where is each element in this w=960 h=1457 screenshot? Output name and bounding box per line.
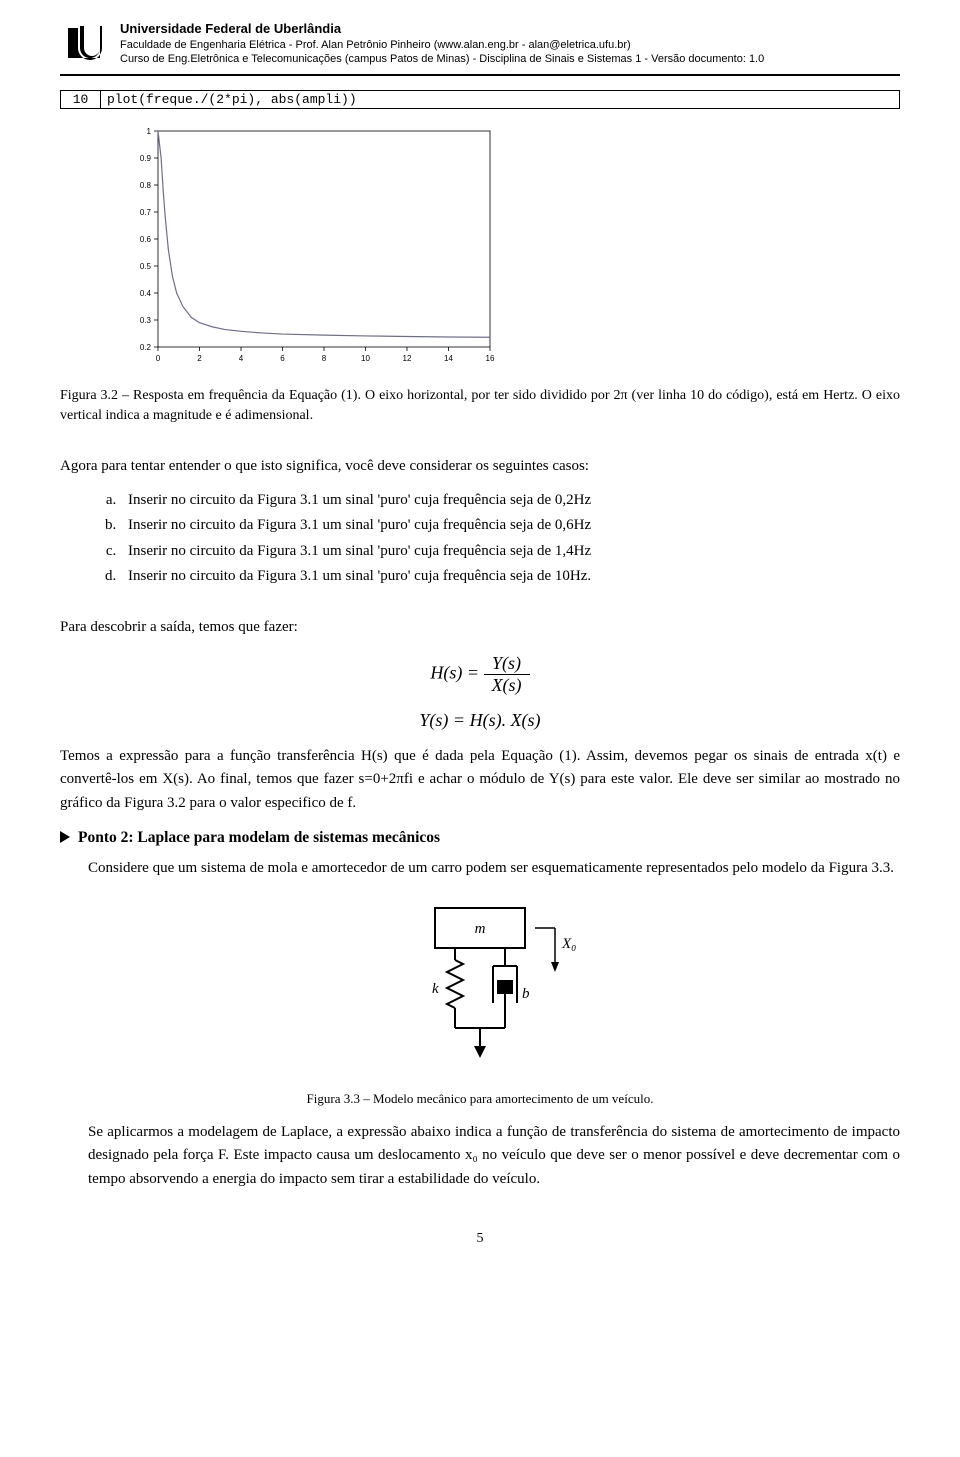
svg-text:4: 4 bbox=[239, 354, 244, 363]
svg-text:2: 2 bbox=[197, 354, 202, 363]
formula-denominator: X(s) bbox=[484, 675, 530, 696]
code-snippet-table: 10 plot(freque./(2*pi), abs(ampli)) bbox=[60, 90, 900, 109]
case-item-d: Inserir no circuito da Figura 3.1 um sin… bbox=[120, 564, 900, 590]
page-header: Universidade Federal de Uberlândia Facul… bbox=[60, 20, 900, 76]
svg-text:0.5: 0.5 bbox=[140, 262, 152, 271]
svg-text:k: k bbox=[432, 981, 439, 997]
cases-intro-paragraph: Agora para tentar entender o que isto si… bbox=[60, 455, 900, 478]
para-temos-expressao: Temos a expressão para a função transfer… bbox=[60, 745, 900, 815]
figure-3-2-chart: 0.20.30.40.50.60.70.80.910246810121416 bbox=[120, 121, 900, 376]
figure-3-3-diagram: m X₀ k b bbox=[60, 898, 900, 1083]
svg-text:0.9: 0.9 bbox=[140, 154, 152, 163]
cases-list: Inserir no circuito da Figura 3.1 um sin… bbox=[60, 488, 900, 590]
svg-text:0.8: 0.8 bbox=[140, 181, 152, 190]
code-line-text: plot(freque./(2*pi), abs(ampli)) bbox=[101, 91, 900, 109]
arrow-bullet-icon bbox=[60, 831, 70, 843]
ponto-2-intro: Considere que um sistema de mola e amort… bbox=[88, 857, 900, 880]
formula-numerator: Y(s) bbox=[484, 653, 530, 675]
svg-text:0.6: 0.6 bbox=[140, 235, 152, 244]
svg-text:0: 0 bbox=[156, 354, 161, 363]
header-line-faculty: Faculdade de Engenharia Elétrica - Prof.… bbox=[120, 38, 764, 53]
svg-text:0.2: 0.2 bbox=[140, 343, 152, 352]
frequency-response-plot: 0.20.30.40.50.60.70.80.910246810121416 bbox=[120, 121, 500, 371]
header-line-course: Curso de Eng.Eletrônica e Telecomunicaçõ… bbox=[120, 52, 764, 67]
svg-text:8: 8 bbox=[322, 354, 327, 363]
para-laplace-modeling: Se aplicarmos a modelagem de Laplace, a … bbox=[88, 1121, 900, 1191]
university-name: Universidade Federal de Uberlândia bbox=[120, 20, 764, 38]
svg-text:X₀: X₀ bbox=[561, 936, 576, 952]
svg-text:16: 16 bbox=[486, 354, 495, 363]
case-item-c: Inserir no circuito da Figura 3.1 um sin… bbox=[120, 539, 900, 565]
ponto-2-heading: Ponto 2: Laplace para modelam de sistema… bbox=[60, 829, 900, 847]
mechanical-model-diagram: m X₀ k b bbox=[380, 898, 580, 1078]
svg-text:m: m bbox=[475, 921, 486, 937]
svg-text:0.3: 0.3 bbox=[140, 316, 152, 325]
formula-transfer-function: H(s) = Y(s) X(s) bbox=[60, 653, 900, 696]
svg-text:6: 6 bbox=[280, 354, 285, 363]
formula-lhs: H(s) = bbox=[430, 663, 479, 683]
case-item-b: Inserir no circuito da Figura 3.1 um sin… bbox=[120, 513, 900, 539]
para-descobrir: Para descobrir a saída, temos que fazer: bbox=[60, 616, 900, 639]
svg-text:0.7: 0.7 bbox=[140, 208, 152, 217]
svg-text:0.4: 0.4 bbox=[140, 289, 152, 298]
figure-3-2-caption: Figura 3.2 – Resposta em frequência da E… bbox=[60, 386, 900, 427]
university-logo-icon bbox=[60, 20, 108, 68]
formula-output: Y(s) = H(s). X(s) bbox=[60, 710, 900, 731]
figure-3-3-caption: Figura 3.3 – Modelo mecânico para amorte… bbox=[60, 1091, 900, 1107]
ponto-2-title-text: Ponto 2: Laplace para modelam de sistema… bbox=[78, 829, 440, 846]
svg-text:b: b bbox=[522, 986, 530, 1002]
case-item-a: Inserir no circuito da Figura 3.1 um sin… bbox=[120, 488, 900, 514]
code-line-number: 10 bbox=[61, 91, 101, 109]
svg-text:12: 12 bbox=[403, 354, 412, 363]
svg-text:14: 14 bbox=[444, 354, 453, 363]
svg-text:1: 1 bbox=[147, 127, 152, 136]
svg-text:10: 10 bbox=[361, 354, 370, 363]
page-number: 5 bbox=[60, 1231, 900, 1247]
